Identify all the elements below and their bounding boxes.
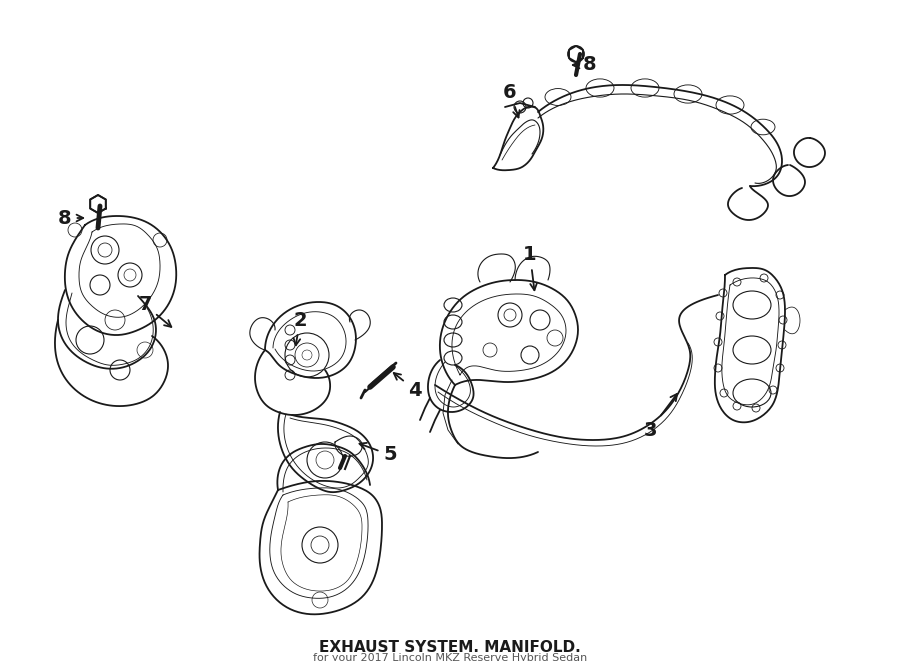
Text: 8: 8 — [58, 208, 83, 227]
Text: EXHAUST SYSTEM. MANIFOLD.: EXHAUST SYSTEM. MANIFOLD. — [320, 641, 580, 656]
Text: 2: 2 — [293, 311, 307, 345]
Text: 4: 4 — [393, 373, 422, 399]
Text: 8: 8 — [572, 56, 597, 75]
Text: 6: 6 — [503, 83, 519, 118]
Text: 1: 1 — [523, 245, 537, 290]
Text: 7: 7 — [139, 295, 171, 327]
Text: 5: 5 — [359, 443, 397, 465]
Text: 3: 3 — [644, 394, 677, 440]
Text: for your 2017 Lincoln MKZ Reserve Hybrid Sedan: for your 2017 Lincoln MKZ Reserve Hybrid… — [313, 653, 587, 661]
